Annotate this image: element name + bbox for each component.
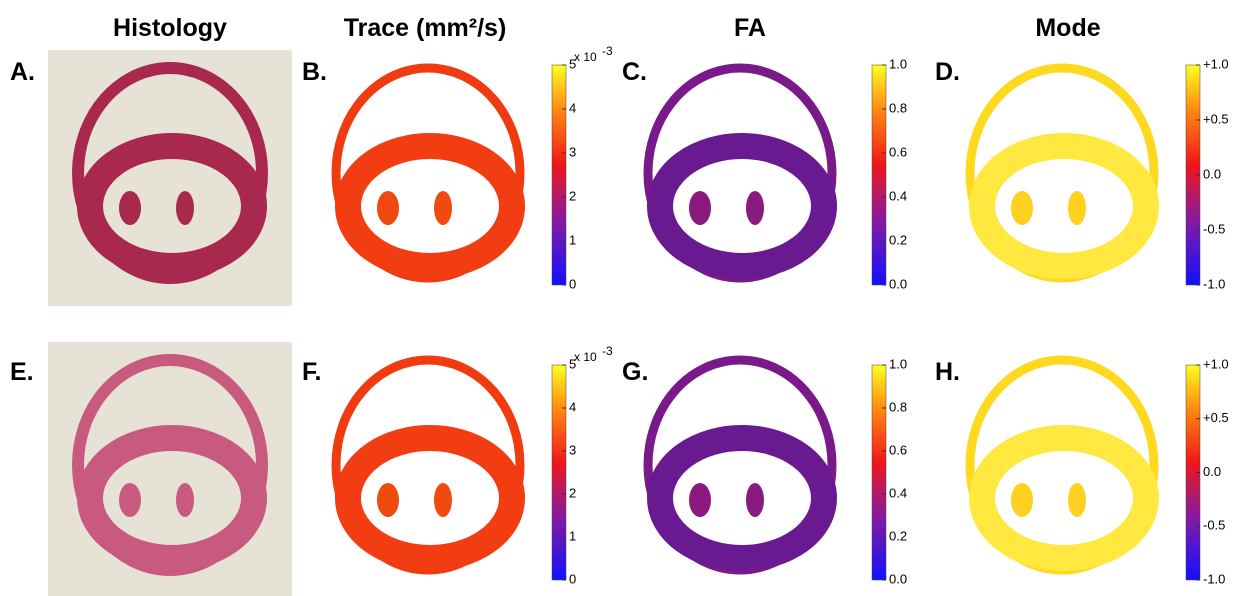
panel-label: B.	[302, 58, 327, 86]
parameter-map	[643, 355, 837, 575]
parameter-map	[331, 63, 525, 283]
colorbar	[871, 64, 887, 286]
colorbar-tick-label: 5	[569, 56, 576, 71]
colorbar-exponent: -3	[602, 44, 613, 58]
colorbar-multiplier: x 10	[574, 50, 597, 64]
colorbar-tick-label: 1	[569, 528, 576, 543]
colorbar-tick-label: 0.2	[889, 232, 907, 247]
histology-image	[48, 342, 292, 596]
colorbar-tick-label: +0.5	[1203, 111, 1229, 126]
column-header: Trace (mm²/s)	[344, 14, 507, 42]
colorbar-tick-label: 0.4	[889, 485, 907, 500]
lv-wall	[335, 425, 525, 571]
colorbar-tick-label: +1.0	[1203, 56, 1229, 71]
panel-label: C.	[622, 58, 647, 86]
papillary	[1068, 191, 1086, 225]
colorbar-tick-label: 0.6	[889, 442, 907, 457]
colorbar-tick-label: 2	[569, 188, 576, 203]
papillary	[689, 191, 711, 225]
colorbar	[551, 364, 567, 581]
lv-wall	[969, 425, 1159, 571]
colorbar-tick-label: 3	[569, 144, 576, 159]
papillary	[119, 191, 141, 225]
panel-label: F.	[302, 358, 321, 386]
papillary	[1011, 483, 1033, 517]
parameter-map	[643, 63, 837, 283]
papillary	[377, 483, 399, 517]
lv-wall	[647, 133, 837, 279]
colorbar	[871, 364, 887, 581]
panel-label: G.	[622, 358, 648, 386]
colorbar-tick-label: 4	[569, 399, 576, 414]
parameter-map	[331, 355, 525, 575]
papillary	[746, 191, 764, 225]
colorbar-tick-label: 0.0	[1203, 166, 1221, 181]
colorbar-tick-label: 1.0	[889, 356, 907, 371]
colorbar-tick-label: 3	[569, 442, 576, 457]
colorbar-tick-label: -0.5	[1203, 221, 1225, 236]
colorbar-tick-label: -0.5	[1203, 518, 1225, 533]
colorbar-tick-label: 1	[569, 232, 576, 247]
histology-image	[48, 50, 292, 306]
lv-wall	[969, 133, 1159, 279]
papillary	[176, 483, 194, 517]
colorbar-tick-label: 0.8	[889, 399, 907, 414]
papillary	[176, 191, 194, 225]
papillary	[119, 483, 141, 517]
colorbar-tick-label: 2	[569, 485, 576, 500]
colorbar-tick-label: 4	[569, 100, 576, 115]
papillary	[1068, 483, 1086, 517]
colorbar-tick-label: 0.0	[1203, 464, 1221, 479]
papillary	[434, 191, 452, 225]
panel-label: A.	[10, 58, 35, 86]
colorbar-tick-label: +0.5	[1203, 410, 1229, 425]
parameter-map	[965, 355, 1159, 575]
colorbar-tick-label: 0.0	[889, 276, 907, 291]
lv-wall	[335, 133, 525, 279]
column-header: Mode	[1035, 14, 1100, 42]
colorbar-tick-label: 0	[569, 571, 576, 586]
panel-label: H.	[935, 358, 960, 386]
papillary	[434, 483, 452, 517]
colorbar-exponent: -3	[602, 344, 613, 358]
colorbar-tick-label: -1.0	[1203, 571, 1225, 586]
colorbar-tick-label: 0.8	[889, 100, 907, 115]
colorbar-tick-label: 0.4	[889, 188, 907, 203]
panel-label: E.	[10, 358, 34, 386]
column-header: Histology	[113, 14, 227, 42]
colorbar-tick-label: 0	[569, 276, 576, 291]
papillary	[689, 483, 711, 517]
colorbar-tick-label: 0.2	[889, 528, 907, 543]
colorbar-tick-label: 5	[569, 356, 576, 371]
parameter-map	[965, 63, 1159, 283]
colorbar	[551, 64, 567, 286]
colorbar-tick-label: -1.0	[1203, 276, 1225, 291]
column-header: FA	[734, 14, 766, 42]
lv-wall	[77, 133, 267, 279]
papillary	[1011, 191, 1033, 225]
panel-label: D.	[935, 58, 960, 86]
colorbar-multiplier: x 10	[574, 350, 597, 364]
colorbar-tick-label: 0.6	[889, 144, 907, 159]
papillary	[746, 483, 764, 517]
lv-wall	[77, 425, 267, 571]
colorbar-tick-label: 0.0	[889, 571, 907, 586]
lv-wall	[647, 425, 837, 571]
colorbar-tick-label: +1.0	[1203, 356, 1229, 371]
colorbar-tick-label: 1.0	[889, 56, 907, 71]
papillary	[377, 191, 399, 225]
